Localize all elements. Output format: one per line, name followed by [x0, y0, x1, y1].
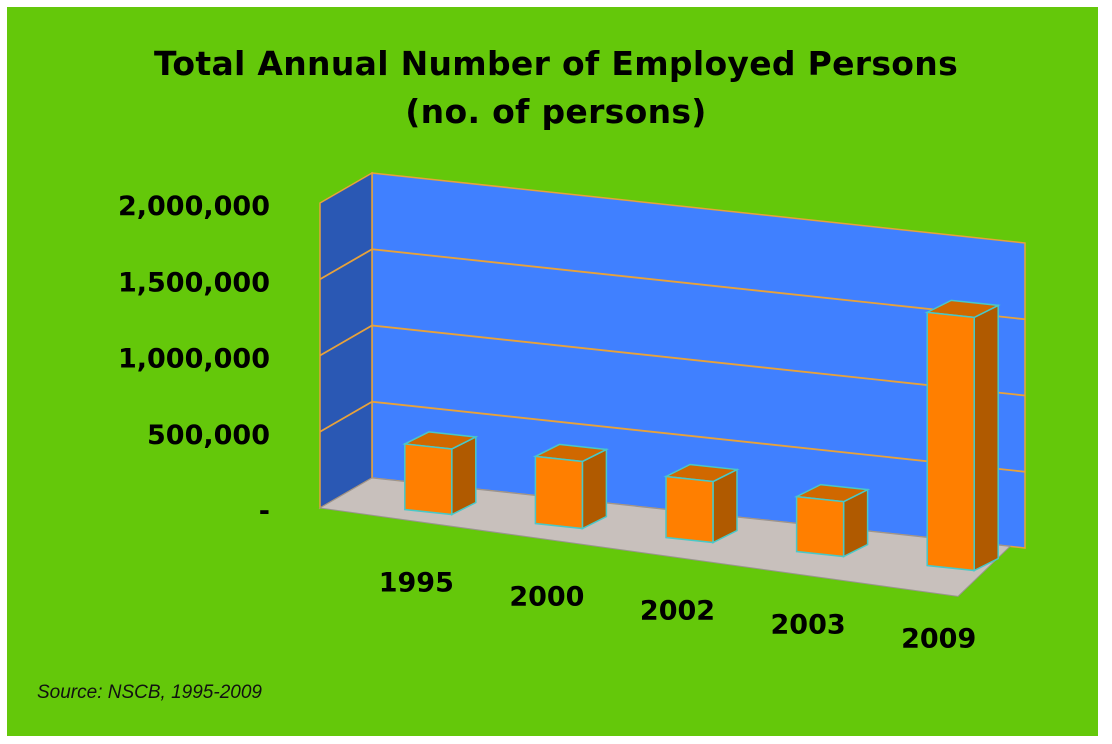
- bar: [926, 311, 975, 572]
- gridline: [319, 400, 373, 433]
- bar: [795, 495, 845, 558]
- gridline: [371, 324, 1026, 397]
- y-tick-label: -: [259, 496, 270, 527]
- x-tick-label: 2002: [640, 596, 715, 627]
- gridline: [319, 324, 373, 357]
- gridline: [371, 248, 1026, 321]
- x-tick-label: 2009: [901, 624, 976, 655]
- x-tick-label: 2003: [771, 610, 846, 641]
- chart-subtitle: (no. of persons): [405, 92, 707, 131]
- gridline: [371, 400, 1026, 473]
- source-note: Source: NSCB, 1995-2009: [37, 682, 262, 703]
- bar: [665, 475, 714, 544]
- bar-side: [451, 435, 477, 516]
- bar-side: [973, 304, 999, 572]
- y-tick-label: 500,000: [147, 420, 270, 451]
- x-tick-label: 1995: [379, 568, 454, 599]
- bar-side: [581, 448, 608, 530]
- y-tick-label: 1,500,000: [118, 267, 270, 298]
- gridline: [319, 248, 373, 281]
- bar: [534, 455, 584, 530]
- bar: [404, 443, 453, 516]
- x-tick-label: 2000: [509, 582, 584, 613]
- y-tick-label: 1,000,000: [118, 344, 270, 375]
- chart-title: Total Annual Number of Employed Persons: [153, 44, 959, 83]
- y-tick-label: 2,000,000: [118, 191, 270, 222]
